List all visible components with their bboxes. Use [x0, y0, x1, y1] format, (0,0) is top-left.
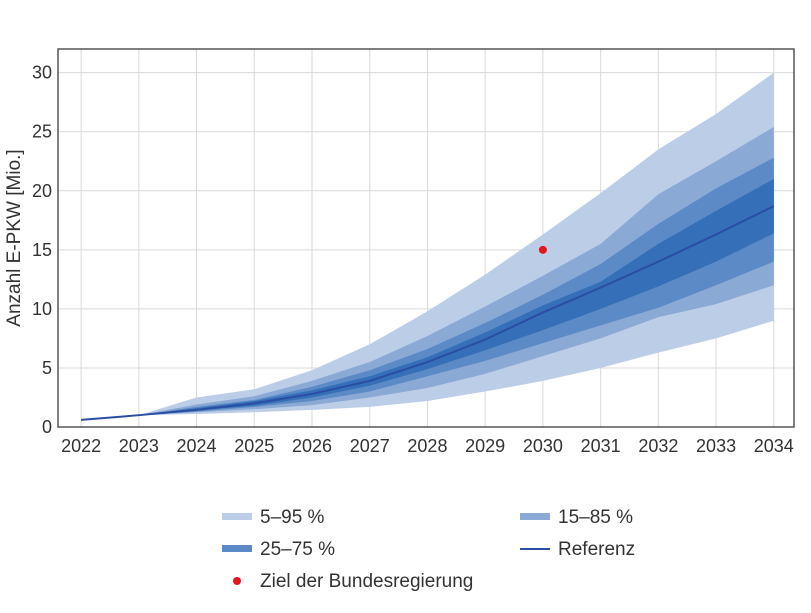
- plot-frame: [57, 48, 795, 428]
- x-tick-label: 2029: [465, 436, 505, 456]
- x-tick-label: 2026: [292, 436, 332, 456]
- y-tick-label: 20: [32, 181, 52, 201]
- legend-label: 5–95 %: [260, 507, 325, 528]
- legend-item: 15–85 %: [520, 507, 633, 528]
- legend-swatch: [233, 577, 241, 585]
- legend-item: Referenz: [520, 539, 635, 560]
- legend-item: 5–95 %: [222, 507, 325, 528]
- legend-label: Ziel der Bundesregierung: [260, 571, 473, 592]
- y-tick-label: 5: [42, 358, 52, 378]
- y-tick-label: 25: [32, 122, 52, 142]
- legend-item: Ziel der Bundesregierung: [233, 571, 473, 592]
- target-point: [538, 245, 547, 254]
- x-tick-label: 2024: [177, 436, 217, 456]
- x-tick-label: 2030: [523, 436, 563, 456]
- y-axis-title: Anzahl E-PKW [Mio.]: [4, 149, 25, 326]
- legend-swatch: [222, 545, 252, 552]
- x-tick-label: 2028: [407, 436, 447, 456]
- legend-label: 25–75 %: [260, 539, 335, 560]
- frame-layer: [57, 48, 795, 428]
- legend: 5–95 % 15–85 % 25–75 % Referenz Ziel der Bun…: [222, 507, 635, 592]
- y-tick-label: 0: [42, 417, 52, 437]
- y-tick-label: 10: [32, 299, 52, 319]
- x-tick-label: 2027: [350, 436, 390, 456]
- x-tick-label: 2022: [61, 436, 101, 456]
- y-tick-label: 30: [32, 63, 52, 83]
- legend-label: Referenz: [558, 539, 635, 560]
- x-tick-label: 2025: [234, 436, 274, 456]
- line-layer: [81, 205, 775, 421]
- reference-line: [81, 205, 775, 421]
- x-tick-label: 2032: [638, 436, 678, 456]
- x-tick-label: 2023: [119, 436, 159, 456]
- x-tick-label: 2033: [696, 436, 736, 456]
- tick-layer: 2022 2023 2024 2025 2026 2027 2028 2029 2030 2031…: [32, 63, 794, 456]
- legend-swatch: [222, 513, 252, 520]
- legend-item: 25–75 %: [222, 539, 335, 560]
- x-tick-label: 2034: [754, 436, 794, 456]
- legend-label: 15–85 %: [558, 507, 633, 528]
- y-tick-label: 15: [32, 240, 52, 260]
- x-tick-label: 2031: [581, 436, 621, 456]
- legend-swatch: [520, 513, 550, 520]
